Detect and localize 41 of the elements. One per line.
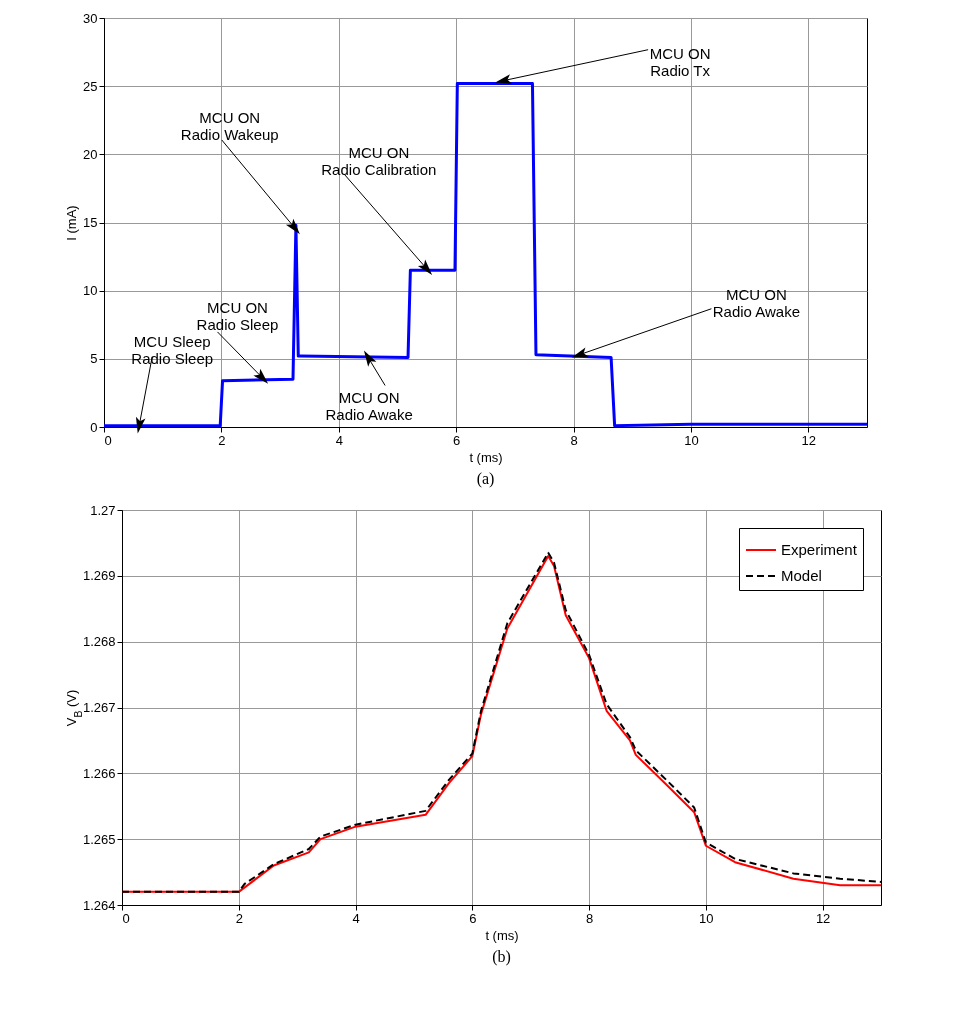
y-tick-label: 1.269 bbox=[82, 568, 116, 584]
x-tick-label: 4 bbox=[352, 910, 360, 926]
y-tick-label: 30 bbox=[83, 10, 98, 26]
legend-label: Experiment bbox=[781, 541, 858, 558]
x-axis-title: t (ms) bbox=[485, 927, 519, 943]
annotation: MCU ON Radio Tx bbox=[649, 44, 711, 79]
annotation: MCU ON Radio Sleep bbox=[196, 298, 279, 333]
annotation: MCU ON Radio Calibration bbox=[321, 143, 437, 178]
x-tick-label: 8 bbox=[585, 910, 594, 926]
x-tick-label: 8 bbox=[570, 432, 578, 448]
y-axis-title: I (mA) bbox=[64, 205, 80, 241]
y-tick-label: 1.27 bbox=[90, 502, 116, 518]
x-tick-label: 6 bbox=[469, 910, 477, 926]
x-axis-title: t (ms) bbox=[469, 449, 503, 465]
legend-label: Model bbox=[781, 567, 822, 584]
x-tick-label: 6 bbox=[453, 432, 461, 448]
y-tick-label: 25 bbox=[83, 78, 98, 94]
x-tick-label: 12 bbox=[815, 910, 831, 926]
y-tick-label: 0 bbox=[90, 419, 98, 435]
y-tick-label: 1.267 bbox=[82, 700, 116, 715]
y-tick-label: 5 bbox=[90, 351, 98, 367]
x-tick-label: 10 bbox=[684, 432, 699, 448]
y-tick-label: 1.264 bbox=[82, 897, 116, 913]
y-tick-label: 20 bbox=[83, 146, 98, 162]
x-tick-label: 12 bbox=[801, 432, 817, 448]
text: (a) bbox=[476, 470, 495, 488]
y-tick-label: 1.265 bbox=[82, 831, 116, 847]
annotation: MCU ON Radio Awake bbox=[325, 389, 413, 424]
text: (b) bbox=[492, 948, 511, 966]
x-tick-label: 2 bbox=[235, 910, 243, 926]
y-tick-label: 1.268 bbox=[82, 634, 116, 650]
annotation: MCU ON Radio Wakeup bbox=[180, 108, 279, 143]
x-tick-label: 4 bbox=[335, 432, 343, 448]
x-tick-label: 2 bbox=[218, 432, 226, 448]
y-tick-label: 15 bbox=[83, 215, 98, 230]
y-tick-label: 1.266 bbox=[82, 765, 116, 781]
annotation: MCU Sleep Radio Sleep bbox=[131, 332, 214, 367]
annotation: MCU ON Radio Awake bbox=[712, 285, 801, 320]
y-tick-label: 10 bbox=[83, 283, 98, 299]
x-tick-label: 0 bbox=[122, 910, 130, 926]
x-tick-label: 10 bbox=[699, 910, 714, 926]
